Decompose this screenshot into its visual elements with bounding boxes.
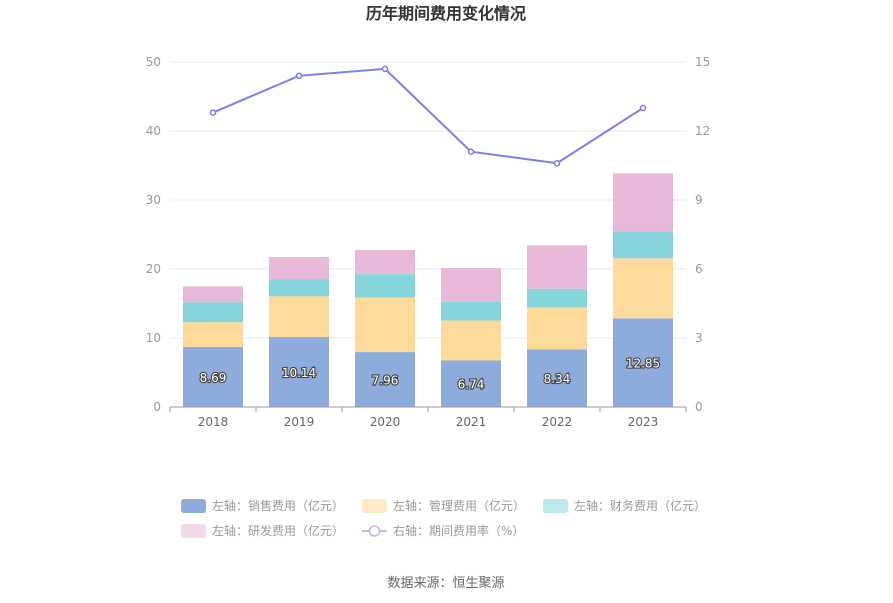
legend-swatch bbox=[543, 499, 568, 513]
bar-value-label: 7.96 bbox=[372, 374, 399, 388]
bar-segment bbox=[183, 347, 243, 407]
rate-point bbox=[381, 65, 389, 73]
bar-segment bbox=[269, 256, 329, 280]
bar-segment bbox=[355, 249, 415, 275]
right-tick-label: 12 bbox=[695, 124, 710, 138]
bar-segment bbox=[355, 297, 415, 353]
bar-value-label: 8.69 bbox=[200, 371, 227, 385]
right-tick-label: 6 bbox=[695, 262, 703, 276]
legend-label: 左轴：财务费用（亿元） bbox=[574, 498, 706, 513]
grid-lines bbox=[170, 61, 686, 339]
right-tick-label: 3 bbox=[695, 331, 703, 345]
bar-segment bbox=[183, 302, 243, 323]
bar-segment bbox=[613, 231, 673, 259]
bar-labels: 8.69 10.14 7.96 6.74 8.34 12.85 bbox=[199, 356, 662, 393]
rate-line bbox=[212, 67, 644, 165]
legend-marker-icon bbox=[368, 525, 381, 537]
rate-point bbox=[209, 109, 217, 116]
bar-segment bbox=[527, 349, 587, 407]
line-series bbox=[209, 65, 647, 167]
rate-point bbox=[553, 159, 561, 167]
bar-segment bbox=[441, 360, 501, 407]
rate-point bbox=[295, 72, 303, 80]
right-tick-label: 15 bbox=[695, 55, 710, 69]
x-axis: 2018 2019 2020 2021 2022 2023 bbox=[169, 407, 687, 429]
legend-label: 右轴：期间费用率（%） bbox=[393, 523, 524, 538]
right-axis: 0 3 6 9 12 15 bbox=[695, 55, 710, 414]
x-tick-label: 2019 bbox=[284, 415, 315, 429]
bar-segment bbox=[527, 307, 587, 350]
legend-label: 左轴：销售费用（亿元） bbox=[212, 498, 344, 513]
bar-segment bbox=[527, 245, 587, 289]
rate-point bbox=[467, 148, 475, 155]
data-source: 数据来源：恒生聚源 bbox=[387, 576, 504, 591]
left-tick-label: 30 bbox=[146, 193, 161, 207]
bar-segment bbox=[441, 301, 501, 321]
bar-segment bbox=[183, 322, 243, 348]
x-tick-label: 2023 bbox=[628, 415, 659, 429]
chart-title: 历年期间费用变化情况 bbox=[366, 4, 526, 23]
bar-segment bbox=[441, 268, 501, 302]
rate-point bbox=[639, 104, 647, 112]
bar-segment bbox=[613, 258, 673, 319]
x-tick-label: 2018 bbox=[198, 415, 229, 429]
bar-segment bbox=[527, 288, 587, 308]
right-tick-label: 9 bbox=[695, 193, 703, 207]
bar-segment bbox=[355, 352, 415, 407]
bar-segment bbox=[269, 279, 329, 297]
bar-segment bbox=[269, 337, 329, 407]
left-axis: 0 10 20 30 40 50 bbox=[146, 55, 161, 414]
x-tick-label: 2021 bbox=[456, 415, 487, 429]
bar-segment bbox=[441, 320, 501, 361]
bar-segment bbox=[269, 296, 329, 338]
legend-swatch bbox=[362, 499, 387, 513]
legend-label: 左轴：研发费用（亿元） bbox=[212, 523, 344, 538]
bar-value-label: 6.74 bbox=[458, 378, 485, 392]
bar-segment bbox=[613, 318, 673, 407]
left-tick-label: 0 bbox=[153, 400, 161, 414]
x-tick-label: 2022 bbox=[542, 415, 573, 429]
left-tick-label: 20 bbox=[146, 262, 161, 276]
x-tick-label: 2020 bbox=[370, 415, 401, 429]
legend-label: 左轴：管理费用（亿元） bbox=[393, 498, 525, 513]
left-tick-label: 40 bbox=[146, 124, 161, 138]
left-tick-label: 50 bbox=[146, 55, 161, 69]
legend-swatch bbox=[181, 499, 206, 513]
bar-value-label: 8.34 bbox=[544, 372, 571, 386]
bar-segment bbox=[183, 286, 243, 303]
bar-segment bbox=[613, 173, 673, 232]
bar-value-label: 10.14 bbox=[282, 366, 316, 380]
left-tick-label: 10 bbox=[146, 331, 161, 345]
right-tick-label: 0 bbox=[695, 400, 703, 414]
legend-swatch bbox=[181, 524, 206, 538]
bars bbox=[183, 173, 673, 407]
bar-value-label: 12.85 bbox=[626, 357, 660, 371]
legend: 左轴：销售费用（亿元） 左轴：管理费用（亿元） 左轴：财务费用（亿元） 左轴：研发费用… bbox=[181, 498, 706, 538]
bar-segment bbox=[355, 274, 415, 298]
